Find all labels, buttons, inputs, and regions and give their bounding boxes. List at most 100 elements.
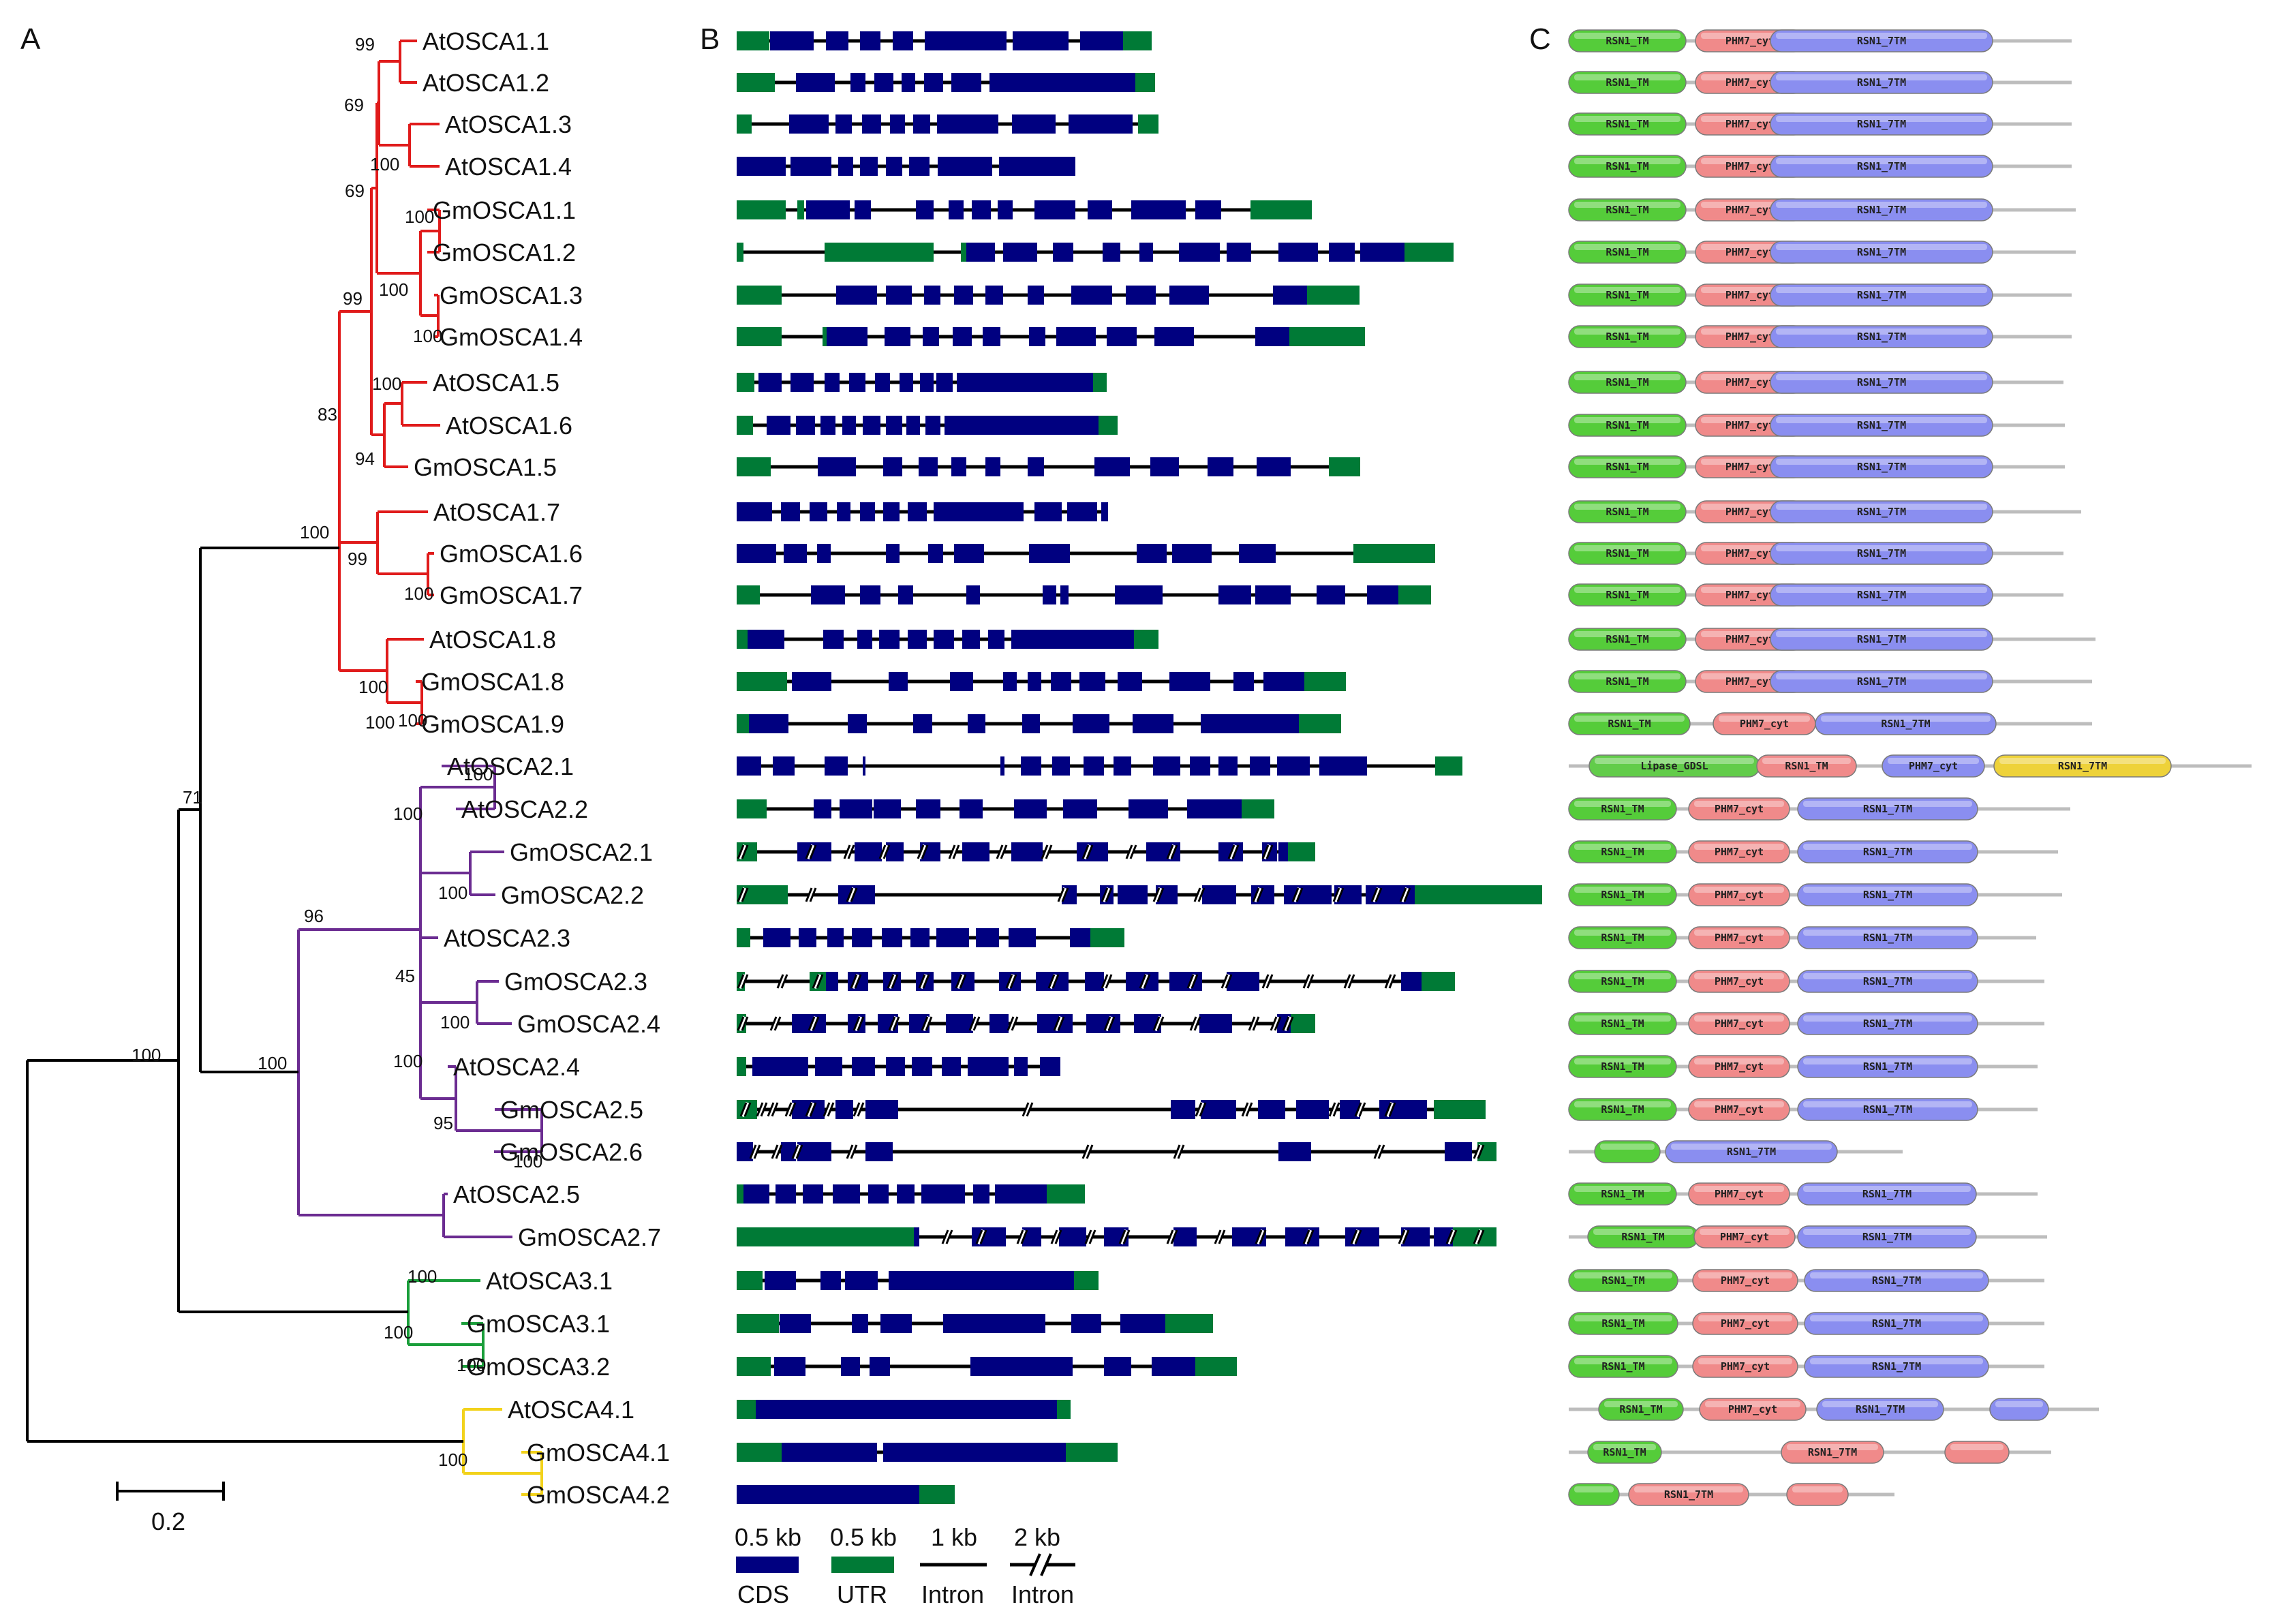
- legend-intron-break-swatch: [1010, 1553, 1075, 1576]
- domain-label: RSN1_7TM: [1857, 331, 1906, 343]
- cds-exon: [1000, 756, 1004, 776]
- legend-cds-swatch: [736, 1557, 799, 1573]
- cds-exon: [1107, 327, 1137, 346]
- cds-exon: [852, 928, 872, 947]
- utr-segment: [737, 1314, 779, 1333]
- cds-exon: [790, 157, 831, 176]
- intron-break-mark: [1473, 1144, 1483, 1160]
- domain-label: RSN1_7TM: [1863, 975, 1912, 987]
- cds-exon: [1179, 243, 1220, 262]
- cds-exon: [796, 73, 835, 92]
- bootstrap-value: 100: [372, 373, 401, 394]
- phm7-cyt-domain: PHM7_cyt: [1688, 797, 1790, 821]
- bootstrap-value: 45: [395, 966, 415, 986]
- bootstrap-value: 95: [433, 1113, 453, 1133]
- lipase-gdsl-domain: Lipase_GDSL: [1588, 754, 1760, 778]
- cds-exon: [914, 1227, 919, 1246]
- rsn1-7tm-domain: RSN1_7TM: [1797, 970, 1978, 993]
- bootstrap-value: 83: [318, 404, 337, 425]
- cds-exon: [886, 544, 900, 563]
- domain-label: RSN1_7TM: [1857, 633, 1906, 645]
- cds-exon: [790, 373, 814, 392]
- intron-break-mark: [1473, 1229, 1483, 1245]
- cds-exon: [868, 1184, 889, 1204]
- intron-break-mark: [1371, 887, 1381, 903]
- utr-segment: [737, 286, 782, 305]
- utr-segment: [1307, 286, 1360, 305]
- cds-exon: [1172, 544, 1212, 563]
- bootstrap-value: 100: [370, 154, 399, 174]
- utr-segment: [1138, 114, 1158, 134]
- domain-label: RSN1_TM: [1606, 589, 1648, 601]
- intron-break-mark: [846, 1144, 856, 1160]
- cds-exon: [803, 1184, 823, 1204]
- cds-exon: [1052, 756, 1070, 776]
- cds-exon: [995, 1184, 1047, 1204]
- gene-structure: [737, 799, 1274, 818]
- gene-label: GmOSCA3.2: [467, 1353, 610, 1381]
- phm7-cyt-domain: PHM7_cyt: [1692, 1269, 1798, 1292]
- domain-label: PHM7_cyt: [1725, 547, 1775, 560]
- utr-segment: [1435, 756, 1462, 776]
- protein-architecture: RSN1_TM PHM7_cyt RSN1_7TM: [1568, 542, 2063, 565]
- cds-exon: [946, 1014, 973, 1033]
- bootstrap-value: 100: [404, 583, 433, 604]
- cds-exon: [1079, 672, 1105, 691]
- cds-exon: [1278, 1142, 1311, 1161]
- cds-exon: [1278, 243, 1318, 262]
- cds-exon: [1278, 842, 1288, 861]
- protein-architecture: RSN1_7TM: [1568, 1483, 1894, 1506]
- cds-exon: [950, 672, 973, 691]
- cds-exon: [797, 1142, 831, 1161]
- cds-exon: [784, 544, 807, 563]
- protein-architecture: RSN1_TM PHM7_cyt RSN1_7TM: [1568, 371, 2063, 394]
- phm7-cyt-domain: PHM7_cyt: [1693, 1225, 1796, 1248]
- intron-break-mark: [917, 844, 927, 860]
- utr-segment: [1434, 1100, 1486, 1119]
- rsn1-tm-domain: RSN1_TM: [1568, 797, 1677, 821]
- rsn1-tm-domain: RSN1_TM: [1568, 241, 1687, 264]
- phylogenetic-tree: [26, 40, 543, 1496]
- cds-exon: [870, 1357, 890, 1376]
- utr-segment: [1398, 585, 1431, 604]
- bootstrap-value: 94: [355, 448, 375, 469]
- domain-label: PHM7_cyt: [1725, 118, 1775, 130]
- gene-label: GmOSCA1.2: [433, 239, 576, 266]
- rsn1-7tm-domain: RSN1_7TM: [1797, 1225, 1977, 1248]
- domain-label: RSN1_7TM: [1857, 35, 1906, 47]
- gene-structure: [737, 1057, 1060, 1076]
- bootstrap-value: 100: [365, 712, 395, 733]
- utr-segment: [1329, 457, 1360, 476]
- utr-segment: [1165, 1314, 1213, 1333]
- cds-exon: [880, 1314, 912, 1333]
- intron-break-mark: [808, 1015, 818, 1032]
- rsn1-7tm-domain: RSN1_7TM: [1797, 1182, 1977, 1206]
- domain-label: PHM7_cyt: [1725, 76, 1775, 89]
- cds-exon: [883, 457, 902, 476]
- intron-break-mark: [1221, 973, 1231, 990]
- cds-exon: [906, 416, 920, 435]
- intron-break-mark: [1385, 973, 1394, 990]
- cds-exon: [875, 373, 890, 392]
- cds-exon: [897, 1184, 915, 1204]
- bootstrap-value: 100: [408, 1266, 437, 1287]
- protein-architecture: RSN1_TM PHM7_cyt RSN1_7TM: [1568, 414, 2065, 437]
- intron-break-mark: [1195, 1101, 1205, 1118]
- rsn1-7tm-domain: RSN1_7TM: [1797, 797, 1978, 821]
- utr-segment: [1353, 544, 1435, 563]
- domain-label: RSN1_TM: [1601, 1103, 1644, 1116]
- intron-break-mark: [1187, 973, 1197, 990]
- bootstrap-value: 100: [463, 764, 493, 784]
- rsn1-7tm-domain: RSN1_7TM: [1770, 670, 1993, 693]
- cds-exon: [857, 630, 872, 649]
- phm7-cyt-domain: PHM7_cyt: [1688, 926, 1790, 949]
- intron-break-mark: [1173, 1144, 1183, 1160]
- utr-segment: [1066, 1443, 1118, 1462]
- cds-exon: [1084, 756, 1104, 776]
- cds-exon: [1129, 799, 1168, 818]
- cds-exon: [1401, 972, 1422, 991]
- cds-exon: [1150, 457, 1179, 476]
- gene-label: GmOSCA4.2: [527, 1481, 670, 1509]
- cds-exon: [743, 1184, 769, 1204]
- domain-label: RSN1_TM: [1601, 975, 1644, 987]
